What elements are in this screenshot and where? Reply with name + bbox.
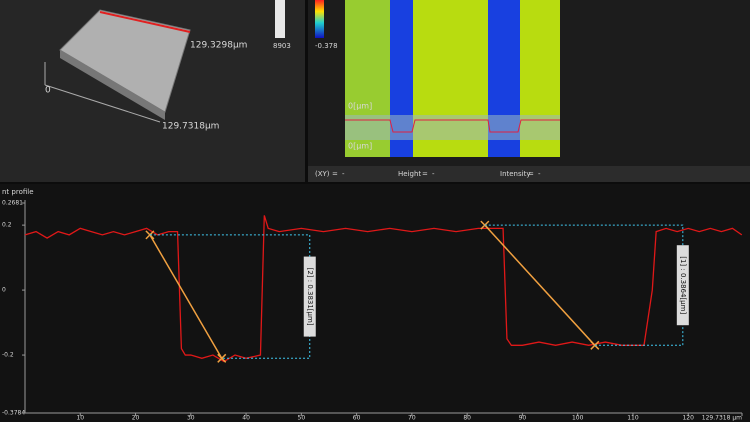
plot: 0.2681 0.2 0 -0.2 -0.3784 10 20 30 40 50 60 70 80 90 1… — [2, 200, 743, 422]
x-tick-label: 100 — [572, 415, 584, 422]
origin: 0 — [45, 86, 51, 96]
x-tick-label: 60 — [353, 415, 361, 422]
x-tick-label: 10 — [76, 415, 84, 422]
y-tick-label: 0.2681 — [2, 200, 23, 207]
y-length: 129.3298µm — [190, 41, 247, 51]
profile-panel — [0, 184, 750, 422]
measure-label-box — [303, 256, 316, 337]
y-tick-label: 0.2 — [2, 222, 12, 229]
y-tick-label: 0 — [2, 287, 6, 294]
cursor — [217, 353, 227, 363]
status-eq: = — [332, 170, 338, 178]
x-tick-label: 40 — [242, 415, 250, 422]
x-length: 129.7318µm — [162, 122, 219, 132]
y-tick-label: -0.3784 — [2, 410, 25, 417]
measure-label-box — [676, 245, 689, 326]
x-tick-label: 90 — [519, 415, 527, 422]
status-items: (XY) = - Height = - Intensity = - — [315, 170, 541, 178]
status-label: Height — [398, 170, 421, 178]
x-tick-label: 70 — [408, 415, 416, 422]
status-value: - — [538, 170, 541, 178]
x-tick-label: 50 — [298, 415, 306, 422]
surface-side — [60, 50, 165, 120]
measure-line — [484, 224, 596, 346]
status-eq: = — [528, 170, 534, 178]
status-value: - — [342, 170, 345, 178]
overlay-line — [345, 119, 560, 133]
axis — [44, 84, 161, 123]
status-value: - — [432, 170, 435, 178]
status-eq: = — [422, 170, 428, 178]
profile-line — [24, 215, 743, 363]
profile-overlay — [345, 115, 560, 140]
chart-title: nt profile — [2, 188, 34, 196]
status-label: Intensity — [500, 170, 530, 178]
x-tick-label: 129.7318 µm — [702, 415, 742, 422]
measure-label: [1] : 0.3864[µm] — [679, 256, 687, 314]
x-tick-label: 30 — [187, 415, 195, 422]
x-tick-label: 120 — [682, 415, 694, 422]
measure-label: [2] : 0.3831[µm] — [306, 268, 314, 326]
x-tick-label: 20 — [132, 415, 140, 422]
status-bar — [308, 166, 750, 182]
x-tick-label: 80 — [463, 415, 471, 422]
height-colorbar — [275, 0, 285, 38]
x-tick-label: 110 — [627, 415, 639, 422]
cursor — [145, 230, 155, 240]
status-label: (XY) — [315, 170, 330, 178]
image-label: 0[µm] — [348, 142, 372, 151]
cursor — [590, 340, 600, 350]
intensity-colorbar — [315, 0, 324, 38]
image-label: 0[µm] — [348, 102, 372, 111]
height-max: 8903 — [273, 42, 291, 50]
y-tick-label: -0.2 — [2, 352, 14, 359]
intensity-min: -0.378 — [315, 42, 338, 50]
measure-line — [149, 234, 223, 359]
profile-marker — [99, 11, 191, 33]
